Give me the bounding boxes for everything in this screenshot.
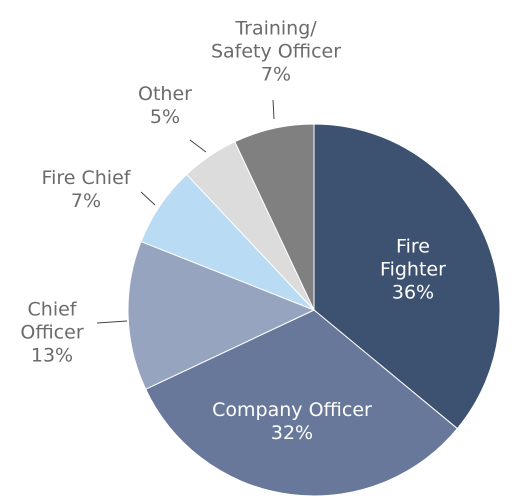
leader-line [189, 139, 207, 153]
value-label: 7% [70, 190, 102, 212]
value-label: 13% [30, 344, 74, 367]
pie-slice [127, 240, 316, 390]
leader-line [272, 99, 275, 120]
value-label: 36% [391, 281, 435, 304]
slice-label: Company Officer 32% [212, 399, 372, 445]
value-label: 32% [270, 422, 314, 444]
slice-label: Other 5% [138, 83, 192, 129]
value-label: 5% [149, 106, 181, 128]
leader-line [140, 191, 156, 206]
category-label: Company Officer [212, 399, 372, 421]
category-label: Fire Fighter [380, 235, 446, 281]
slice-label: Fire Fighter 36% [362, 236, 464, 305]
category-label: Training/ Safety Officer [210, 17, 342, 63]
slice-label: Training/ Safety Officer 7% [211, 18, 341, 87]
leader-line [96, 320, 128, 324]
category-label: Other [138, 83, 192, 105]
category-label: Fire Chief [41, 167, 131, 189]
slice-label: Fire Chief 7% [42, 167, 131, 213]
pie-slice [313, 123, 501, 430]
value-label: 7% [260, 63, 292, 86]
pie-slice [145, 309, 459, 497]
category-label: Chief Officer [20, 298, 84, 344]
slice-label: Chief Officer 13% [20, 299, 83, 368]
pie-slice [234, 123, 315, 311]
